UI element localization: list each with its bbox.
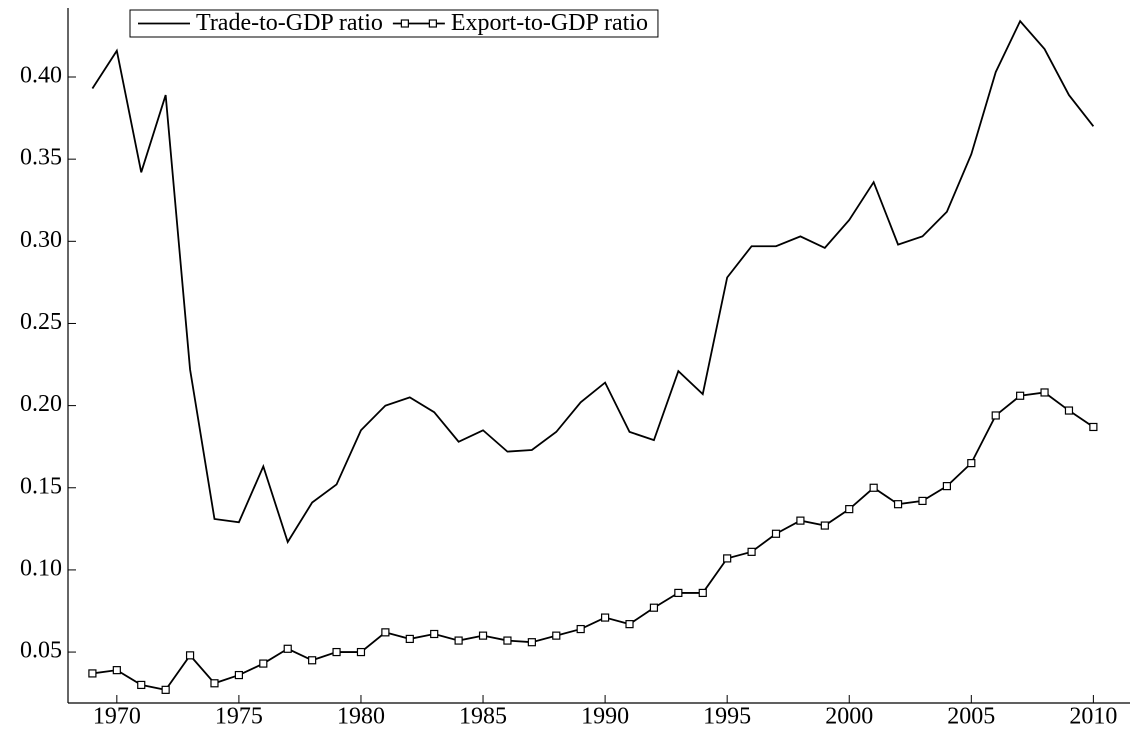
marker xyxy=(771,529,781,538)
marker xyxy=(674,588,683,598)
marker xyxy=(893,500,903,509)
marker xyxy=(723,554,732,563)
marker xyxy=(967,459,976,468)
marker xyxy=(991,411,1000,420)
marker xyxy=(625,620,634,629)
legend-label: Trade-to-GDP ratio xyxy=(196,10,383,36)
marker xyxy=(1089,422,1098,432)
y-tick-label: 0.20 xyxy=(20,391,62,417)
marker xyxy=(332,647,341,657)
marker xyxy=(428,19,437,28)
marker xyxy=(796,516,805,525)
marker xyxy=(698,588,707,598)
marker xyxy=(649,603,659,612)
marker xyxy=(747,547,756,556)
marker xyxy=(356,647,366,657)
marker xyxy=(845,505,854,514)
marker xyxy=(430,629,439,639)
marker xyxy=(381,628,390,637)
marker xyxy=(185,651,195,660)
marker xyxy=(210,679,219,688)
marker xyxy=(112,666,121,675)
y-tick-label: 0.05 xyxy=(20,638,62,664)
x-tick-label: 2005 xyxy=(947,704,995,729)
y-tick-label: 0.35 xyxy=(20,145,62,171)
legend-label: Export-to-GDP ratio xyxy=(451,10,648,36)
marker xyxy=(308,656,317,665)
marker xyxy=(259,659,268,668)
x-tick-label: 2010 xyxy=(1069,704,1117,729)
x-tick-label: 1985 xyxy=(459,704,507,729)
marker xyxy=(552,631,561,640)
marker xyxy=(234,670,243,680)
y-tick-label: 0.40 xyxy=(20,63,62,89)
marker xyxy=(942,482,951,491)
legend: Trade-to-GDP ratio Export-to-GDP ratio xyxy=(129,9,659,38)
x-tick-label: 1980 xyxy=(337,704,385,729)
marker xyxy=(454,636,463,645)
marker xyxy=(503,636,512,645)
marker xyxy=(527,638,536,647)
marker xyxy=(869,483,878,492)
marker xyxy=(1016,391,1025,400)
marker xyxy=(576,624,585,634)
series-line xyxy=(92,391,1094,691)
marker xyxy=(405,634,414,644)
marker xyxy=(1040,388,1049,397)
y-tick-label: 0.15 xyxy=(20,473,62,499)
series-line xyxy=(91,19,1095,545)
marker xyxy=(137,680,146,690)
marker xyxy=(820,521,829,530)
x-tick-label: 1975 xyxy=(215,704,263,729)
marker xyxy=(400,19,409,28)
y-tick-label: 0.25 xyxy=(20,309,62,335)
marker xyxy=(283,644,292,653)
x-tick-label: 2000 xyxy=(825,704,873,729)
marker xyxy=(88,669,97,678)
marker xyxy=(601,613,610,622)
x-tick-label: 1990 xyxy=(581,704,629,729)
y-tick-label: 0.30 xyxy=(20,227,62,253)
marker xyxy=(1064,406,1074,415)
marker xyxy=(918,496,927,506)
y-tick-label: 0.10 xyxy=(20,555,62,581)
marker xyxy=(161,685,170,694)
x-tick-label: 1995 xyxy=(703,704,751,729)
x-tick-label: 1970 xyxy=(93,704,141,729)
marker xyxy=(478,631,488,640)
